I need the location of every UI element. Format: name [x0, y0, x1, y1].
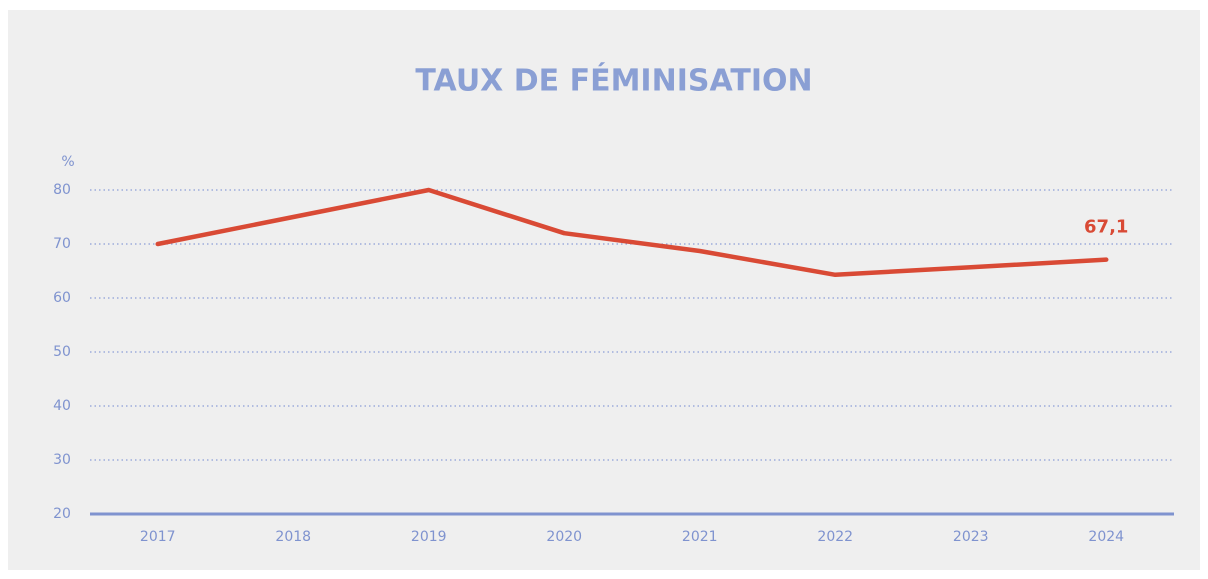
x-tick-label: 2019	[411, 529, 447, 545]
panel	[8, 10, 1200, 570]
x-tick-label: 2023	[953, 529, 989, 545]
x-tick-label: 2020	[546, 529, 582, 545]
x-tick-label: 2022	[817, 529, 853, 545]
chart-title: TAUX DE FÉMINISATION	[415, 63, 812, 99]
y-axis-label: %	[61, 154, 74, 170]
x-tick-label: 2021	[682, 529, 718, 545]
x-tick-label: 2018	[275, 529, 311, 545]
data-label: 67,1	[1084, 217, 1128, 238]
y-tick-label: 70	[53, 236, 71, 252]
x-tick-label: 2017	[140, 529, 176, 545]
x-tick-label: 2024	[1088, 529, 1124, 545]
y-tick-label: 40	[53, 398, 71, 414]
y-tick-label: 80	[53, 182, 71, 198]
y-tick-label: 50	[53, 344, 71, 360]
y-tick-label: 20	[53, 506, 71, 522]
y-tick-label: 30	[53, 452, 71, 468]
y-tick-label: 60	[53, 290, 71, 306]
line	[155, 187, 1109, 278]
